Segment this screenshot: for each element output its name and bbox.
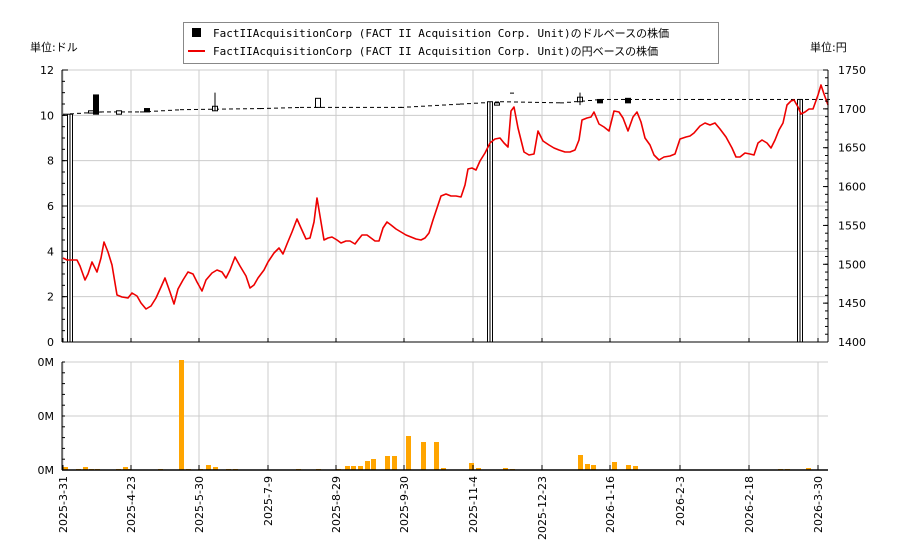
right-tick-label: 1650 bbox=[838, 142, 866, 155]
x-tick-label: 2026-2-18 bbox=[743, 476, 756, 533]
x-tick-label: 2025-5-30 bbox=[193, 476, 206, 533]
x-tick-label: 2026-2-3 bbox=[674, 476, 687, 526]
x-tick-label: 2025-12-23 bbox=[536, 476, 549, 540]
volume-bar bbox=[612, 462, 617, 470]
volume-bar bbox=[358, 466, 363, 470]
legend-dollar-label: FactIIAcquisitionCorp (FACT II Acquisiti… bbox=[213, 26, 669, 40]
volume-bar bbox=[371, 459, 376, 470]
volume-bar bbox=[585, 464, 590, 470]
x-tick-label: 2025-9-30 bbox=[398, 476, 411, 533]
right-axis-unit: 単位:円 bbox=[810, 41, 847, 54]
left-tick-label: 4 bbox=[47, 245, 54, 258]
right-tick-label: 1500 bbox=[838, 258, 866, 271]
x-tick-label: 2026-3-30 bbox=[812, 476, 825, 533]
price-grid bbox=[62, 69, 828, 343]
right-tick-label: 1450 bbox=[838, 297, 866, 310]
candle-body bbox=[144, 108, 150, 113]
volume-bar bbox=[633, 466, 638, 470]
volume-bar bbox=[345, 466, 350, 470]
volume-bar bbox=[626, 465, 631, 470]
volume-grid bbox=[62, 361, 828, 471]
volume-bar bbox=[434, 442, 439, 470]
x-tick-label: 2025-4-23 bbox=[125, 476, 138, 533]
volume-bars bbox=[63, 360, 811, 470]
right-tick-label: 1750 bbox=[838, 64, 866, 77]
volume-bar bbox=[469, 463, 474, 470]
candle-body bbox=[88, 110, 94, 114]
volume-bar bbox=[476, 468, 481, 470]
volume-bar bbox=[503, 468, 508, 470]
right-tick-label: 1550 bbox=[838, 219, 866, 232]
volume-tick-label: 0M bbox=[38, 410, 55, 423]
yen-price-line bbox=[62, 84, 829, 310]
left-tick-label: 12 bbox=[40, 64, 54, 77]
volume-bar bbox=[83, 467, 88, 470]
left-axis-unit: 単位:ドル bbox=[30, 41, 78, 54]
left-tick-label: 0 bbox=[47, 336, 54, 349]
right-tick-label: 1600 bbox=[838, 181, 866, 194]
candle-body bbox=[494, 102, 500, 106]
x-tick-label: 2025-3-31 bbox=[57, 476, 70, 533]
volume-bar bbox=[441, 468, 446, 470]
volume-bar bbox=[351, 466, 356, 470]
volume-bar bbox=[806, 468, 811, 470]
right-tick-label: 1700 bbox=[838, 103, 866, 116]
x-tick-label: 2025-11-4 bbox=[467, 476, 480, 533]
legend: FactIIAcquisitionCorp (FACT II Acquisiti… bbox=[183, 22, 719, 64]
volume-bar bbox=[392, 456, 397, 470]
volume-bar bbox=[365, 461, 370, 470]
left-tick-label: 8 bbox=[47, 155, 54, 168]
volume-bar bbox=[385, 456, 390, 470]
volume-tick-label: 0M bbox=[38, 464, 55, 477]
legend-candle-icon bbox=[192, 28, 201, 37]
x-tick-label: 2025-8-29 bbox=[330, 476, 343, 533]
candle-body bbox=[93, 94, 99, 115]
volume-tick-label: 0M bbox=[38, 356, 55, 369]
axes: 0 2 4 6 8 10 12 1400 1450 1500 1550 1600 1650 1700 175… bbox=[38, 64, 867, 540]
x-tick-label: 2025-7-9 bbox=[262, 476, 275, 526]
volume-bar bbox=[63, 467, 68, 470]
candle-body bbox=[625, 97, 631, 104]
candle-body bbox=[116, 110, 122, 115]
volume-bar bbox=[213, 467, 218, 470]
volume-bar bbox=[179, 360, 184, 470]
volume-bar bbox=[206, 465, 211, 470]
left-tick-label: 6 bbox=[47, 200, 54, 213]
candle-body bbox=[597, 98, 603, 104]
candle-body bbox=[315, 97, 321, 108]
volume-bar bbox=[421, 442, 426, 470]
legend-yen-label: FactIIAcquisitionCorp (FACT II Acquisiti… bbox=[213, 44, 658, 58]
x-tick-label: 2026-1-16 bbox=[604, 476, 617, 533]
volume-bar bbox=[123, 467, 128, 470]
volume-bar bbox=[591, 465, 596, 470]
volume-bar bbox=[406, 436, 411, 470]
left-tick-label: 2 bbox=[47, 291, 54, 304]
left-tick-label: 10 bbox=[40, 109, 54, 122]
dollar-candlesticks bbox=[63, 92, 830, 343]
volume-bar bbox=[578, 455, 583, 470]
right-tick-label: 1400 bbox=[838, 336, 866, 349]
